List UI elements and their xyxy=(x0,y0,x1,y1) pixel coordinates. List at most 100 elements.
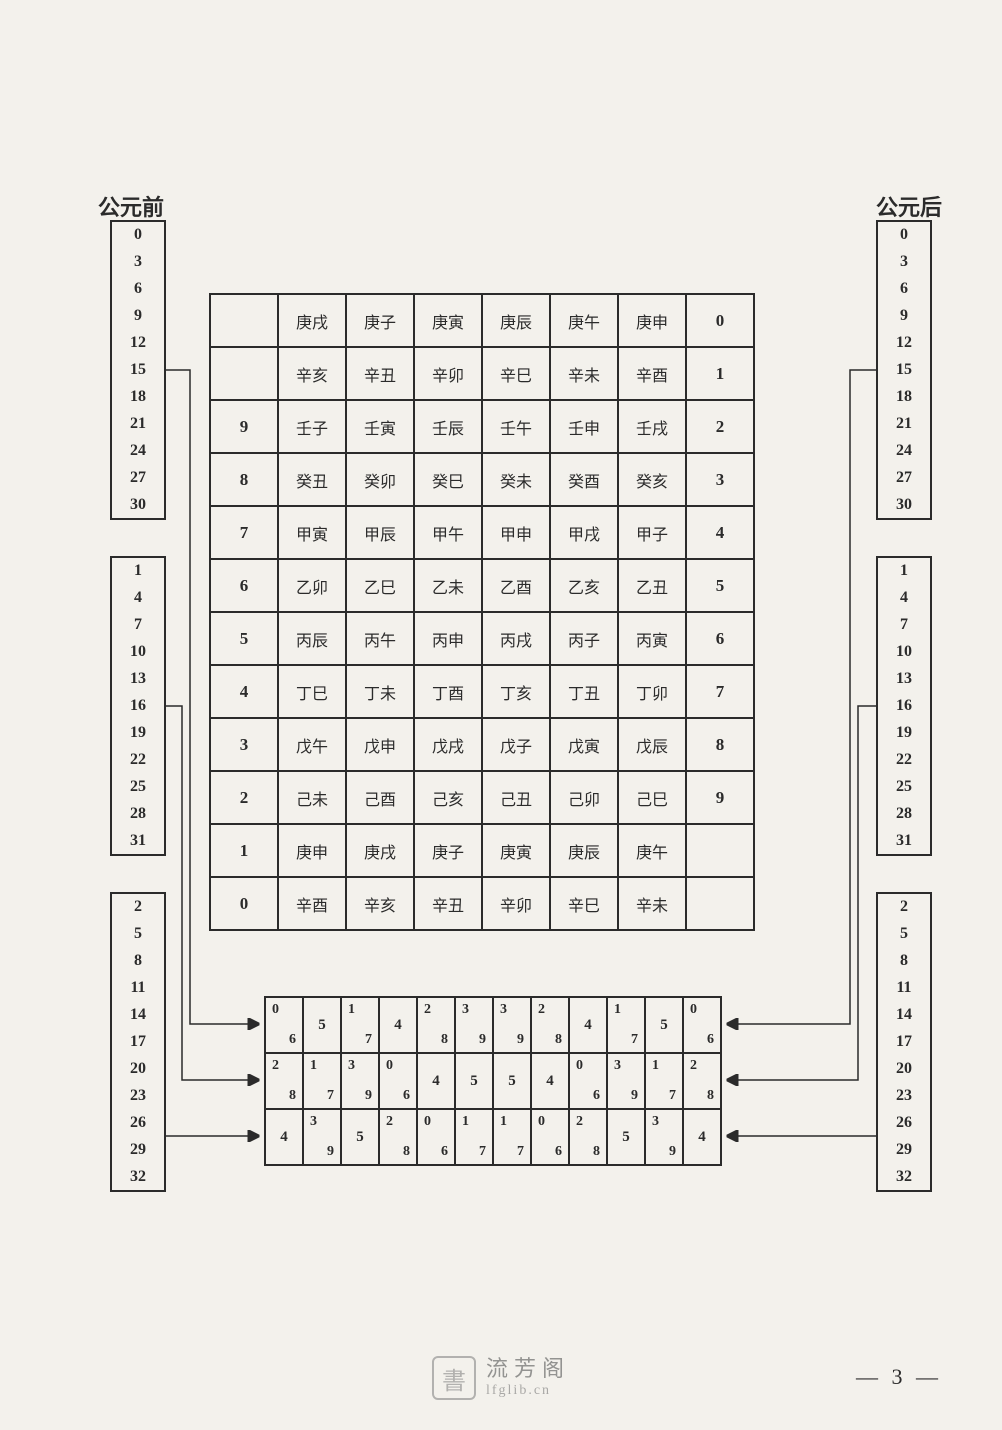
watermark-url: lfglib.cn xyxy=(486,1383,570,1400)
ganzhi-cell: 癸未 xyxy=(482,453,550,506)
lookup-cell: 17 xyxy=(493,1109,531,1165)
lookup-val-top: 3 xyxy=(462,1002,469,1018)
side-number: 26 xyxy=(130,1115,146,1131)
side-number: 20 xyxy=(130,1061,146,1077)
ganzhi-cell: 丁酉 xyxy=(414,665,482,718)
lookup-val-bot: 9 xyxy=(669,1144,676,1160)
side-number: 27 xyxy=(130,470,146,486)
lookup-val-bot: 6 xyxy=(289,1032,296,1048)
lookup-val-bot: 6 xyxy=(555,1144,562,1160)
side-number: 14 xyxy=(130,1007,146,1023)
side-number: 30 xyxy=(896,497,912,513)
watermark-icon: 書 xyxy=(432,1356,476,1400)
row-index-left: 4 xyxy=(210,665,278,718)
ganzhi-cell: 辛丑 xyxy=(414,877,482,930)
lookup-cell: 39 xyxy=(455,997,493,1053)
lookup-val-bot: 7 xyxy=(517,1144,524,1160)
side-column-right-bot: 2581114172023262932 xyxy=(876,892,932,1192)
ganzhi-cell: 庚午 xyxy=(550,294,618,347)
side-number: 24 xyxy=(896,443,912,459)
row-index-left: 2 xyxy=(210,771,278,824)
side-number: 19 xyxy=(896,725,912,741)
side-number: 8 xyxy=(900,953,908,969)
lookup-val-bot: 7 xyxy=(669,1088,676,1104)
lookup-val-top: 3 xyxy=(652,1114,659,1130)
row-index-right: 6 xyxy=(686,612,754,665)
ganzhi-cell: 己酉 xyxy=(346,771,414,824)
side-number: 2 xyxy=(900,899,908,915)
lookup-val-top: 2 xyxy=(272,1058,279,1074)
ganzhi-cell: 癸丑 xyxy=(278,453,346,506)
ganzhi-cell: 庚辰 xyxy=(550,824,618,877)
lookup-val-top: 1 xyxy=(310,1058,317,1074)
ganzhi-cell: 戊寅 xyxy=(550,718,618,771)
lookup-cell: 17 xyxy=(303,1053,341,1109)
ganzhi-cell: 乙亥 xyxy=(550,559,618,612)
lookup-cell: 17 xyxy=(455,1109,493,1165)
ganzhi-cell: 癸卯 xyxy=(346,453,414,506)
lookup-cell: 06 xyxy=(683,997,721,1053)
side-number: 23 xyxy=(896,1088,912,1104)
ganzhi-cell: 丙子 xyxy=(550,612,618,665)
side-number: 1 xyxy=(134,563,142,579)
ganzhi-cell: 甲寅 xyxy=(278,506,346,559)
side-number: 18 xyxy=(130,389,146,405)
row-index-right: 1 xyxy=(686,347,754,400)
lookup-val-bot: 8 xyxy=(555,1032,562,1048)
side-number: 20 xyxy=(896,1061,912,1077)
lookup-cell: 39 xyxy=(645,1109,683,1165)
ganzhi-cell: 乙巳 xyxy=(346,559,414,612)
lookup-val-top: 0 xyxy=(424,1114,431,1130)
ganzhi-cell: 辛未 xyxy=(550,347,618,400)
lookup-val-bot: 7 xyxy=(365,1032,372,1048)
lookup-val-top: 2 xyxy=(576,1114,583,1130)
side-number: 32 xyxy=(130,1169,146,1185)
ganzhi-cell: 辛丑 xyxy=(346,347,414,400)
lookup-val-bot: 7 xyxy=(327,1088,334,1104)
side-number: 24 xyxy=(130,443,146,459)
row-index-right: 4 xyxy=(686,506,754,559)
lookup-val-bot: 8 xyxy=(289,1088,296,1104)
side-number: 5 xyxy=(134,926,142,942)
side-number: 22 xyxy=(896,752,912,768)
lookup-val-bot: 8 xyxy=(441,1032,448,1048)
ganzhi-cell: 甲辰 xyxy=(346,506,414,559)
lookup-cell: 28 xyxy=(417,997,455,1053)
ganzhi-cell: 辛未 xyxy=(618,877,686,930)
ganzhi-cell: 庚申 xyxy=(618,294,686,347)
lookup-val-top: 1 xyxy=(500,1114,507,1130)
lookup-cell: 4 xyxy=(265,1109,303,1165)
lookup-cell: 39 xyxy=(607,1053,645,1109)
row-index-right: 0 xyxy=(686,294,754,347)
lookup-val-bot: 8 xyxy=(707,1088,714,1104)
ganzhi-cell: 壬辰 xyxy=(414,400,482,453)
ganzhi-cell: 庚午 xyxy=(618,824,686,877)
side-number: 0 xyxy=(900,227,908,243)
sexagenary-table: 庚戌庚子庚寅庚辰庚午庚申0辛亥辛丑辛卯辛巳辛未辛酉19壬子壬寅壬辰壬午壬申壬戌2… xyxy=(209,293,755,931)
side-number: 8 xyxy=(134,953,142,969)
lookup-val-top: 1 xyxy=(348,1002,355,1018)
side-number: 5 xyxy=(900,926,908,942)
page-number: — 3 — xyxy=(856,1364,942,1390)
ganzhi-cell: 丙申 xyxy=(414,612,482,665)
ganzhi-cell: 辛亥 xyxy=(278,347,346,400)
lookup-cell: 5 xyxy=(303,997,341,1053)
lookup-val-bot: 7 xyxy=(631,1032,638,1048)
row-index-left: 0 xyxy=(210,877,278,930)
row-index-left: 3 xyxy=(210,718,278,771)
lookup-val-top: 0 xyxy=(272,1002,279,1018)
row-index-left: 5 xyxy=(210,612,278,665)
side-number: 26 xyxy=(896,1115,912,1131)
era-label-ce: 公元后 xyxy=(876,190,942,222)
ganzhi-cell: 戊申 xyxy=(346,718,414,771)
ganzhi-cell: 丁未 xyxy=(346,665,414,718)
ganzhi-cell: 乙卯 xyxy=(278,559,346,612)
row-index-right xyxy=(686,824,754,877)
side-number: 15 xyxy=(896,362,912,378)
lookup-val-top: 2 xyxy=(690,1058,697,1074)
lookup-cell: 28 xyxy=(265,1053,303,1109)
row-index-left: 9 xyxy=(210,400,278,453)
ganzhi-cell: 乙酉 xyxy=(482,559,550,612)
ganzhi-cell: 戊子 xyxy=(482,718,550,771)
ganzhi-cell: 壬子 xyxy=(278,400,346,453)
